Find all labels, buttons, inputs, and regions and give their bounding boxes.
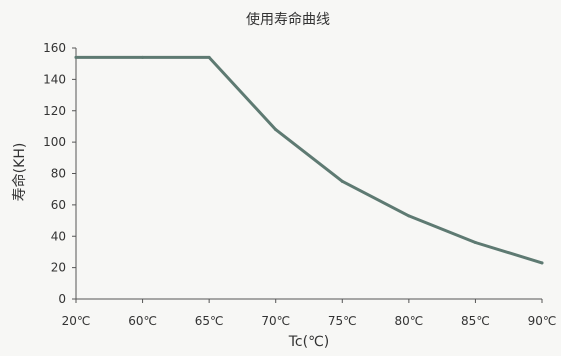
y-tick-label: 80 (51, 167, 66, 181)
y-axis-ticks: 0 20 40 60 80 100 120 140 160 (43, 41, 76, 306)
x-tick-label: 90℃ (528, 314, 557, 328)
x-tick-label: 20℃ (62, 314, 91, 328)
x-tick-label: 80℃ (394, 314, 423, 328)
x-tick-label: 85℃ (461, 314, 490, 328)
data-point (540, 261, 544, 265)
y-tick-label: 100 (43, 135, 66, 149)
y-tick-label: 140 (43, 72, 66, 86)
y-tick-label: 20 (51, 261, 66, 275)
chart-title: 使用寿命曲线 (246, 11, 330, 28)
y-tick-label: 120 (43, 104, 66, 118)
x-tick-label: 65℃ (195, 314, 224, 328)
x-tick-label: 70℃ (261, 314, 290, 328)
x-axis-ticks: 20℃ 60℃ 65℃ 70℃ 75℃ 80℃ 85℃ 90℃ (62, 299, 557, 328)
axes (75, 48, 542, 300)
y-tick-label: 0 (58, 292, 66, 306)
series-layer (74, 55, 544, 265)
x-axis-title: Tc(℃) (288, 334, 330, 350)
data-point (207, 55, 211, 59)
data-point (407, 214, 411, 218)
data-point (274, 128, 278, 132)
data-point (141, 55, 145, 59)
y-tick-label: 40 (51, 229, 66, 243)
series-line (74, 55, 544, 265)
x-tick-label: 60℃ (128, 314, 157, 328)
data-point (74, 55, 78, 59)
y-tick-label: 160 (43, 41, 66, 55)
data-point (473, 241, 477, 245)
x-tick-label: 75℃ (328, 314, 357, 328)
y-tick-label: 60 (51, 198, 66, 212)
data-point (340, 179, 344, 183)
y-axis-title: 寿命(KH) (11, 143, 28, 202)
